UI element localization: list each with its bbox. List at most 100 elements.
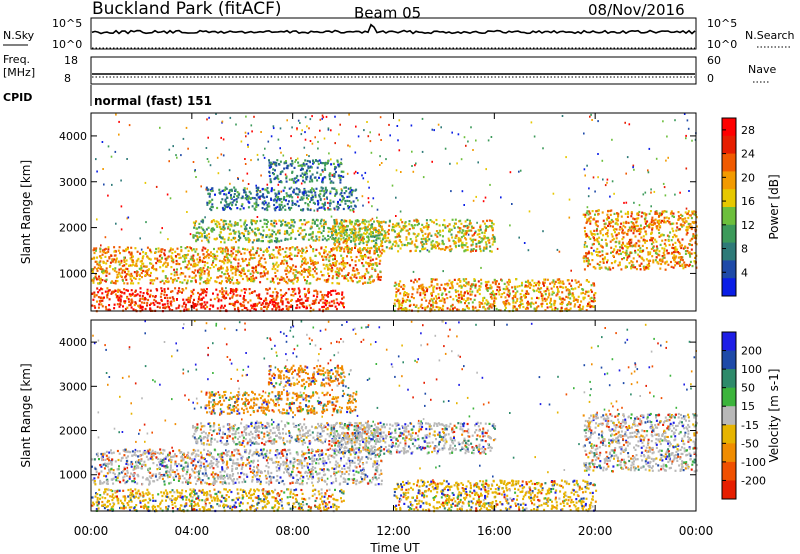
data-cell	[524, 307, 527, 310]
data-cell	[359, 254, 362, 257]
data-cell	[96, 300, 98, 303]
data-cell	[647, 267, 650, 270]
data-cell	[250, 159, 252, 162]
data-cell	[548, 294, 551, 297]
data-cell	[449, 308, 452, 311]
data-cell	[435, 230, 438, 233]
data-cell	[227, 191, 230, 194]
data-cell	[254, 267, 257, 270]
data-cell	[250, 304, 253, 307]
data-cell	[373, 234, 376, 237]
data-cell	[454, 236, 457, 239]
data-cell	[421, 150, 424, 153]
data-cell	[592, 282, 595, 285]
data-cell	[488, 241, 491, 244]
data-cell	[122, 249, 125, 252]
data-cell	[501, 293, 504, 296]
data-cell	[313, 220, 316, 223]
data-cell	[439, 306, 442, 310]
data-cell	[159, 253, 162, 257]
data-cell	[583, 226, 586, 229]
data-cell	[351, 189, 354, 192]
data-cell	[285, 273, 288, 276]
data-cell	[454, 289, 457, 292]
data-cell	[549, 282, 552, 285]
data-cell	[352, 237, 355, 240]
data-cell	[374, 269, 377, 272]
data-cell	[104, 251, 107, 255]
data-cell	[264, 147, 266, 150]
data-cell	[304, 202, 307, 205]
data-cell	[487, 139, 490, 142]
data-cell	[150, 279, 153, 282]
data-cell	[466, 298, 469, 301]
data-cell	[283, 167, 286, 170]
data-cell	[342, 267, 345, 270]
data-cell	[343, 233, 346, 237]
data-cell	[512, 299, 515, 302]
data-cell	[277, 250, 280, 253]
data-cell	[286, 119, 288, 122]
data-cell	[235, 267, 238, 271]
data-cell	[288, 248, 291, 251]
data-cell	[272, 281, 275, 284]
data-cell	[113, 246, 116, 249]
data-cell	[470, 229, 473, 232]
data-cell	[312, 188, 315, 191]
data-cell	[538, 288, 541, 291]
data-cell	[397, 289, 400, 292]
data-cell	[160, 298, 163, 302]
data-cell	[230, 253, 233, 256]
data-cell	[478, 305, 481, 308]
data-cell	[198, 232, 201, 235]
data-cell	[130, 306, 133, 309]
data-cell	[249, 226, 251, 229]
data-cell	[487, 287, 490, 290]
data-cell	[280, 224, 282, 227]
data-cell	[371, 223, 374, 226]
data-cell	[587, 195, 590, 198]
data-cell	[526, 307, 529, 310]
data-cell	[122, 279, 124, 282]
data-cell	[114, 150, 117, 153]
data-cell	[307, 204, 310, 207]
data-cell	[141, 257, 144, 260]
data-cell	[194, 264, 197, 267]
data-cell	[615, 218, 617, 221]
data-cell	[558, 278, 561, 281]
data-cell	[277, 252, 280, 255]
data-cell	[342, 198, 345, 201]
data-cell	[290, 253, 293, 256]
data-cell	[222, 260, 225, 263]
data-cell	[250, 221, 253, 224]
data-cell	[252, 280, 255, 283]
data-cell	[212, 219, 215, 222]
data-cell	[353, 275, 356, 278]
data-cell	[347, 272, 350, 275]
data-cell	[248, 261, 250, 264]
data-cell	[397, 244, 400, 247]
data-cell	[132, 261, 135, 264]
data-cell	[228, 274, 231, 278]
data-cell	[477, 161, 479, 164]
data-cell	[333, 207, 336, 210]
data-cell	[601, 257, 604, 260]
data-cell	[189, 258, 192, 261]
data-cell	[322, 235, 325, 238]
data-cell	[436, 235, 439, 238]
data-cell	[93, 291, 96, 294]
data-cell	[368, 220, 370, 223]
data-cell	[292, 282, 295, 285]
data-cell	[242, 304, 245, 307]
data-cell	[414, 305, 417, 308]
data-cell	[416, 223, 419, 227]
data-cell	[593, 249, 595, 252]
data-cell	[509, 224, 511, 227]
data-cell	[470, 248, 473, 251]
data-cell	[553, 304, 556, 307]
data-cell	[261, 302, 264, 305]
data-cell	[460, 301, 463, 304]
data-cell	[169, 296, 172, 299]
data-cell	[199, 231, 202, 234]
data-cell	[414, 278, 417, 281]
